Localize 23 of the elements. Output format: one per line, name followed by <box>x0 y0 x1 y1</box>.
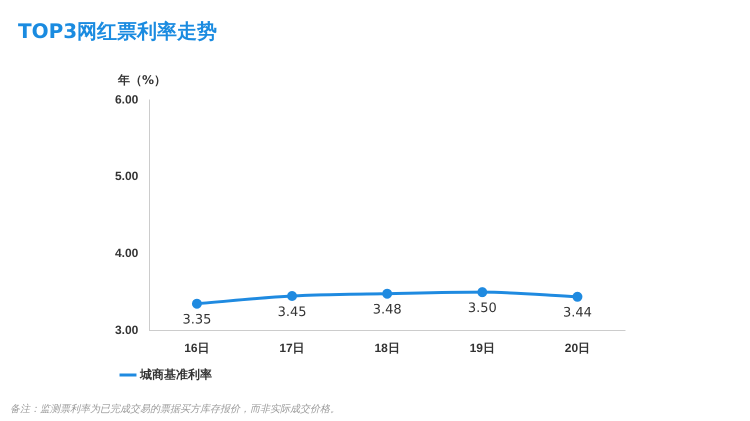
y-tick-label: 3.00 <box>114 322 139 337</box>
y-tick-label: 6.00 <box>114 92 139 106</box>
x-tick-label: 18日 <box>374 341 400 356</box>
point <box>382 288 392 299</box>
point <box>477 287 488 298</box>
data-label: 3.45 <box>278 304 307 320</box>
x-tick-label: 16日 <box>184 341 210 356</box>
text: 备注：监测票利率为已完成交易的票据买方库存报价，而非实际成交价格。 <box>10 402 340 416</box>
legend-label: 城商基准利率 <box>139 367 212 382</box>
data-label: 3.48 <box>372 302 402 318</box>
data-label: 3.44 <box>562 306 592 321</box>
point <box>287 291 298 302</box>
y-tick-label: 4.00 <box>114 246 139 260</box>
point <box>192 298 202 309</box>
chart-title: TOP3网红票利率走势 <box>18 18 218 45</box>
y-axis-title: 年（%） <box>118 72 166 89</box>
data-label: 3.50 <box>468 301 497 316</box>
x-tick-label: 17日 <box>279 341 305 356</box>
data-label: 3.35 <box>182 312 212 328</box>
x-tick-label: 20日 <box>564 341 590 356</box>
point <box>572 292 582 302</box>
x-tick-label: 19日 <box>470 341 495 356</box>
y-tick-label: 5.00 <box>114 169 139 184</box>
